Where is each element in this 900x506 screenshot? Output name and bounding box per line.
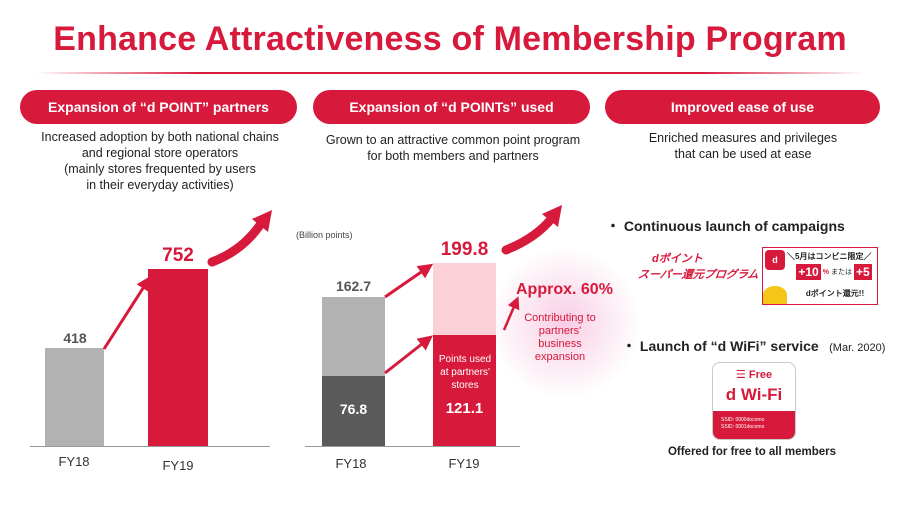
d-point-badge-icon: d — [765, 250, 785, 270]
desc-line: for both members and partners — [367, 149, 539, 163]
chart2-bar-fy19-other — [433, 263, 496, 336]
chart2-total-arrow-icon — [384, 263, 434, 299]
chart2-baseline — [305, 446, 520, 447]
coins-icon — [763, 286, 787, 304]
section-desc-points-used: Grown to an attractive common point prog… — [303, 132, 603, 164]
inner-label-line: Points used — [438, 354, 492, 365]
chart2-xtick-fy19: FY19 — [448, 456, 480, 471]
campaign-logo-super-kangen: dポイント スーパー還元プログラム — [637, 250, 760, 298]
section-desc-partners: Increased adoption by both national chai… — [10, 129, 310, 193]
partners-bar-chart: 418 752 FY18 FY19 — [0, 0, 300, 506]
chart1-arrow-icon — [102, 275, 152, 350]
campaign2-pct1: +10 — [796, 264, 821, 280]
chart2-bar-fy19-partners — [433, 335, 496, 446]
section-header-ease-of-use: Improved ease of use — [605, 90, 880, 124]
chart1-up-arrowhead-icon — [252, 210, 272, 232]
desc-line: that can be used at ease — [674, 147, 812, 161]
campaign1-line2: スーパー還元プログラム — [637, 269, 760, 281]
dwifi-card: ☰ Free d Wi-Fi SSID: 0000docomo SSID: 00… — [712, 362, 796, 440]
chart2-partners-arrow-icon — [384, 335, 433, 375]
chart2-bar-fy18-other — [322, 296, 385, 376]
chart1-bar-fy19 — [148, 269, 208, 446]
annotation-glow — [490, 248, 640, 398]
campaign2-pct2: +5 — [853, 264, 872, 280]
dwifi-free-row: ☰ Free — [713, 368, 795, 381]
chart1-value-fy19: 752 — [162, 245, 194, 266]
chart1-bar-fy18 — [45, 347, 104, 446]
title-divider — [35, 72, 865, 74]
chart1-growth-arrows — [102, 210, 272, 350]
section-header-points-used: Expansion of “d POINTs” used — [313, 90, 590, 124]
bullet-dwifi: ・ Launch of “d WiFi” service (Mar. 2020) — [622, 336, 885, 356]
bullet-dwifi-label: ・ Launch of “d WiFi” service — [622, 338, 819, 354]
dwifi-ssid2: SSID: 0001docomo — [721, 424, 765, 430]
section-header-partners: Expansion of “d POINT” partners — [20, 90, 297, 124]
inner-label-line: at partners' — [440, 367, 490, 378]
chart2-bar-fy18-partners — [322, 375, 385, 446]
campaign2-pct-unit: % — [822, 268, 829, 276]
bullet-campaigns: ・ Continuous launch of campaigns — [606, 218, 845, 234]
desc-line: Increased adoption by both national chai… — [41, 130, 279, 144]
chart2-up-arrowhead-icon — [542, 205, 562, 227]
chart1-up-arrow-icon — [207, 217, 267, 267]
chart2-total-fy19: 199.8 — [440, 239, 489, 260]
campaign1-line1: dポイント — [652, 253, 703, 265]
chart2-unit-label: (Billion points) — [296, 230, 353, 240]
section-desc-ease-of-use: Enriched measures and privileges that ca… — [593, 130, 893, 162]
wifi-icon: ☰ — [735, 369, 746, 381]
chart2-up-arrow-icon — [501, 213, 557, 255]
chart2-total-fy18: 162.7 — [335, 277, 372, 294]
campaign-banner-convenience: d ＼5月はコンビニ限定／ +10% または +5 dポイント還元!! — [762, 247, 878, 305]
campaign2-line1: ＼5月はコンビニ限定／ — [787, 252, 872, 261]
dwifi-free-label: Free — [748, 369, 773, 381]
bullet-dwifi-date: (Mar. 2020) — [829, 342, 886, 354]
desc-line: Enriched measures and privileges — [648, 131, 838, 145]
campaign2-mid: または — [830, 269, 852, 276]
inner-label-line: stores — [451, 380, 479, 391]
desc-line: Grown to an attractive common point prog… — [325, 133, 581, 147]
chart2-inner-label: Points used at partners' stores — [432, 353, 498, 392]
campaign2-line3: dポイント還元!! — [805, 289, 865, 298]
chart2-partners-value-fy18: 76.8 — [339, 400, 368, 417]
chart1-value-fy18: 418 — [63, 329, 87, 346]
campaign2-pct-row: +10% または +5 — [791, 264, 877, 280]
chart2-partners-value-fy19: 121.1 — [445, 400, 484, 417]
dwifi-ssid1: SSID: 0000docomo — [721, 417, 765, 423]
desc-line: and regional store operators — [81, 146, 239, 160]
chart1-xtick-fy18: FY18 — [58, 454, 90, 469]
page-title: Enhance Attractiveness of Membership Pro… — [53, 20, 847, 58]
dwifi-caption: Offered for free to all members — [667, 446, 837, 458]
chart1-xtick-fy19: FY19 — [162, 458, 194, 473]
dwifi-ssid-strip: SSID: 0000docomo SSID: 0001docomo — [713, 411, 795, 439]
desc-line: in their everyday activities) — [86, 178, 234, 192]
dwifi-logo: d Wi-Fi — [725, 385, 783, 404]
desc-line: (mainly stores frequented by users — [64, 162, 256, 176]
chart1-baseline — [30, 446, 270, 447]
chart2-xtick-fy18: FY18 — [335, 456, 367, 471]
